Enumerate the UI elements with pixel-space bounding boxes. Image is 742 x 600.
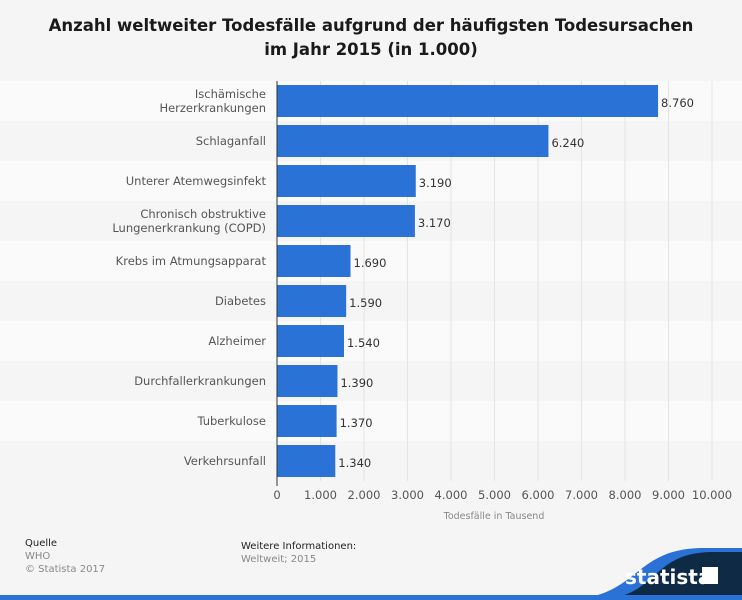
info: Weltweit; 2015 [241,554,317,565]
data-label: 1.590 [349,296,382,310]
category-label: Unterer Atemwegsinfekt [126,174,267,188]
category-label: Tuberkulose [196,414,266,428]
bar [277,445,336,477]
brand-background [600,552,742,600]
x-tick-label: 3.000 [391,488,424,502]
category-label: Lungenerkrankung (COPD) [112,221,266,235]
data-label: 1.390 [340,376,373,390]
x-tick-label: 7.000 [565,488,598,502]
row-band [0,361,742,401]
bar [277,85,659,117]
row-band [0,281,742,321]
category-label: Herzerkrankungen [159,101,266,115]
x-tick-label: 10.000 [692,488,732,502]
row-band [0,401,742,441]
row-band [0,441,742,481]
category-label: Krebs im Atmungsapparat [116,254,267,268]
bar [277,205,415,237]
row-band [0,241,742,281]
x-tick-label: 4.000 [435,488,468,502]
x-tick-label: 5.000 [478,488,511,502]
category-label: Durchfallerkrankungen [134,374,266,388]
chart-title: Anzahl weltweiter Todesfälle aufgrund de… [0,14,742,62]
statista-logo: statista [625,565,711,589]
data-label: 1.340 [338,456,371,470]
bar [277,125,549,157]
category-label: Diabetes [215,294,266,308]
source-label: Quelle [25,538,58,549]
title-line-1: Anzahl weltweiter Todesfälle aufgrund de… [48,16,694,35]
category-label: Alzheimer [208,334,266,348]
data-label: 1.690 [354,256,387,270]
x-tick-label: 6.000 [522,488,555,502]
title-line-2: im Jahr 2015 (in 1.000) [264,40,478,59]
category-label: Verkehrsunfall [184,454,266,468]
data-label: 6.240 [551,136,584,150]
data-label: 8.760 [661,96,694,110]
row-band [0,321,742,361]
bar [277,325,344,357]
category-label: Ischämische [195,87,266,101]
data-label: 1.540 [347,336,380,350]
x-axis-label: Todesfälle in Tausend [443,511,545,522]
source: WHO [25,551,51,562]
x-tick-label: 1.000 [304,488,337,502]
statista-logo-icon [702,567,718,584]
bottom-bar [0,595,742,600]
info-label: Weitere Informationen: [241,541,357,552]
category-label: Schlaganfall [196,134,266,148]
bar [277,165,416,197]
copyright: © Statista 2017 [25,564,106,575]
bar [277,405,337,437]
category-label: Chronisch obstruktive [140,207,266,221]
x-tick-label: 0 [273,488,280,502]
x-tick-label: 9.000 [652,488,685,502]
data-label: 1.370 [340,416,373,430]
x-tick-label: 8.000 [609,488,642,502]
bar [277,365,338,397]
bar [277,245,351,277]
data-label: 3.170 [418,216,451,230]
bar [277,285,347,317]
data-label: 3.190 [419,176,452,190]
x-tick-label: 2.000 [348,488,381,502]
